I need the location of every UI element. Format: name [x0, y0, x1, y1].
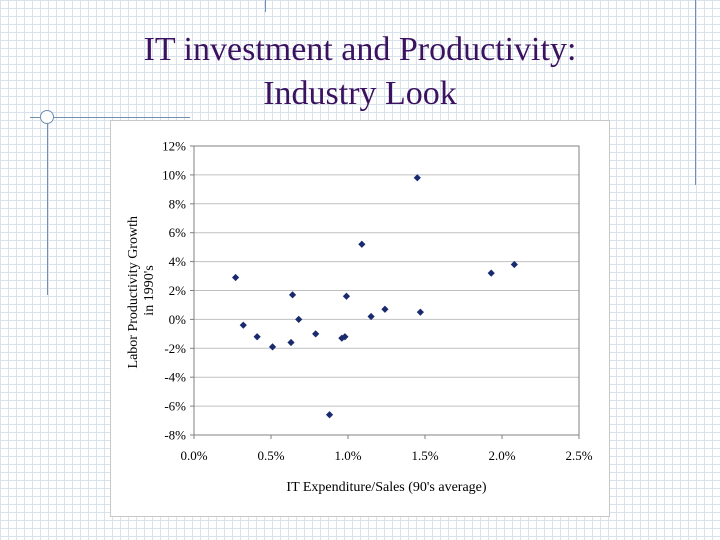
y-tick-label: 0% [169, 312, 187, 327]
data-point [342, 292, 351, 300]
y-axis-title-line-1: Labor Productivity Growth [126, 216, 141, 368]
y-axis-title: Labor Productivity Growth in 1990's [126, 213, 157, 369]
y-axis-title-line-2: in 1990's [142, 265, 157, 315]
data-point [287, 338, 295, 347]
tick-layer: 12% 10% 8% 6% 4% 2% 0% -2% -4% -6% -8% 0.0% 0.5% 1.0%… [162, 139, 593, 464]
data-point [312, 330, 320, 338]
y-tick-label: -8% [164, 428, 186, 443]
data-point [416, 308, 424, 316]
data-point [358, 240, 366, 248]
data-point [367, 312, 375, 321]
y-tick-label: 8% [169, 196, 187, 211]
x-tick-label: 1.0% [334, 448, 361, 463]
grid-layer [194, 145, 579, 436]
y-tick-label: -4% [164, 370, 186, 385]
chart-panel: 12% 10% 8% 6% 4% 2% 0% -2% -4% -6% -8% 0.0% 0.5% 1.0%… [110, 120, 610, 517]
data-point [268, 343, 277, 351]
y-tick-label: -2% [164, 341, 186, 356]
data-point [325, 411, 334, 419]
data-point [381, 305, 389, 313]
slide-title-line-2: Industry Look [263, 75, 457, 112]
x-tick-label: 1.5% [411, 448, 438, 463]
x-tick-label: 2.0% [488, 448, 515, 463]
decor-right-line [695, 0, 696, 185]
x-tick-label: 2.5% [565, 448, 592, 463]
data-point [231, 273, 240, 282]
data-point [239, 321, 247, 329]
y-tick-label: 12% [162, 139, 186, 154]
scatter-chart: 12% 10% 8% 6% 4% 2% 0% -2% -4% -6% -8% 0.0% 0.5% 1.0%… [126, 139, 593, 496]
data-point [288, 291, 297, 299]
x-tick-label: 0.0% [180, 448, 207, 463]
decor-circle [40, 110, 54, 124]
point-layer [231, 174, 518, 419]
slide-title: IT investment and Productivity: Industry… [0, 28, 720, 116]
y-tick-label: 2% [169, 283, 187, 298]
y-tick-label: 10% [162, 167, 186, 182]
data-point [510, 260, 518, 269]
x-tick-label: 0.5% [257, 448, 284, 463]
y-tick-label: -6% [164, 399, 186, 414]
decor-top-line [265, 0, 266, 12]
y-tick-label: 4% [169, 254, 187, 269]
data-point [253, 333, 261, 341]
slide-title-line-1: IT investment and Productivity: [143, 31, 577, 68]
y-tick-label: 6% [169, 225, 187, 240]
data-point [487, 269, 495, 277]
decor-left-horizontal-line [30, 117, 190, 118]
data-point [295, 315, 303, 323]
data-point [413, 174, 421, 182]
x-axis-title: IT Expenditure/Sales (90's average) [286, 480, 486, 495]
decor-left-vertical-line [47, 110, 48, 295]
